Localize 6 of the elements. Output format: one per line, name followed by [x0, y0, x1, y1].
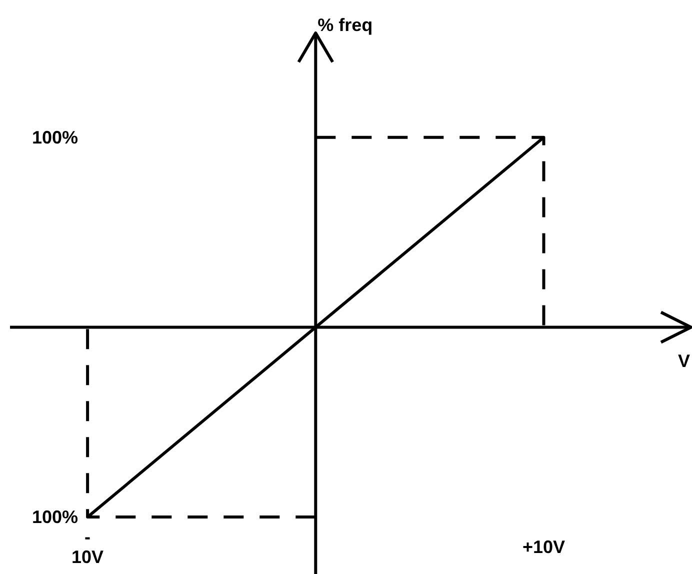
y-tick-label: 100% — [32, 507, 78, 528]
y-axis-title: % freq — [318, 15, 373, 35]
x-tick-label: - 10V — [72, 527, 104, 567]
y-tick-label: 100% — [32, 127, 78, 148]
x-tick-label: +10V — [522, 537, 566, 557]
x-axis-title: V — [678, 351, 690, 372]
